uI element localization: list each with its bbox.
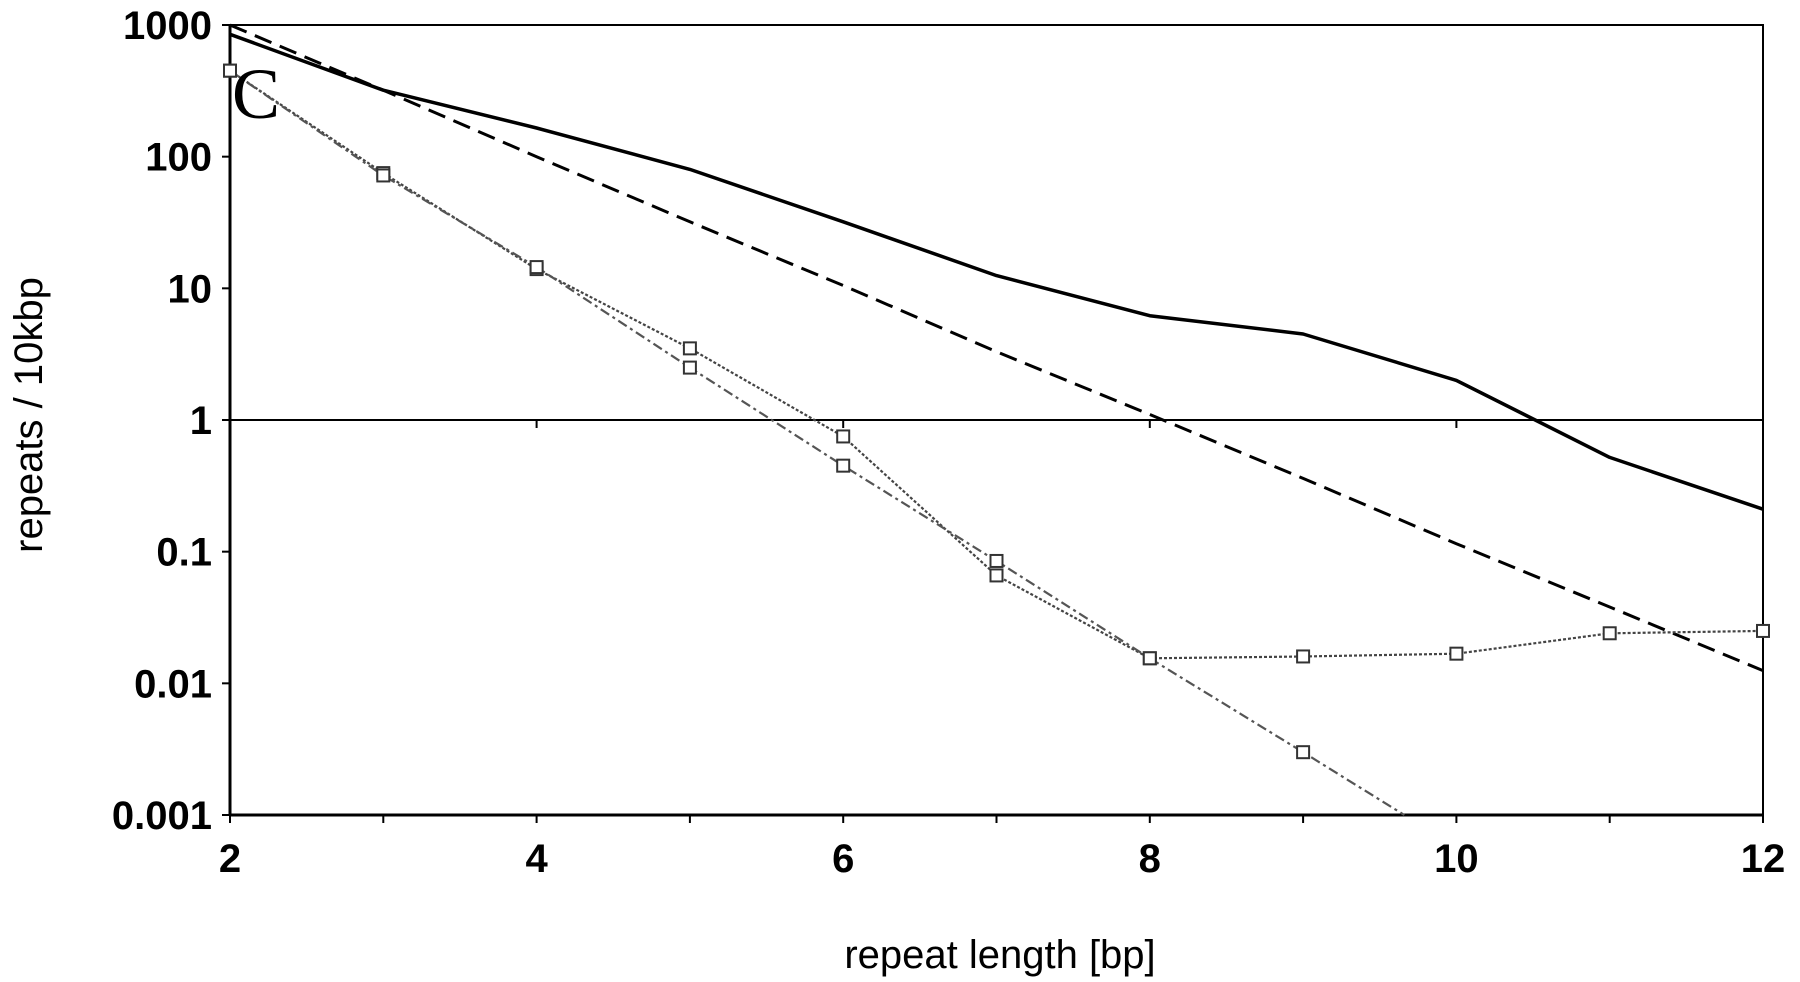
y-tick-label: 0.01 <box>134 662 212 706</box>
data-point <box>1142 651 1157 666</box>
panel-label: C <box>232 54 280 134</box>
data-point <box>682 341 697 356</box>
x-tick-label: 2 <box>219 837 241 881</box>
series-line <box>229 32 1764 511</box>
y-tick-label: 10 <box>168 267 213 311</box>
x-tick-label: 10 <box>1434 837 1479 881</box>
data-point <box>682 360 697 375</box>
series-solid <box>229 32 1764 511</box>
data-point <box>989 568 1004 583</box>
x-axis-title: repeat length [bp] <box>844 933 1155 977</box>
series-line <box>229 23 1764 672</box>
y-tick-label: 1 <box>190 399 212 443</box>
data-point <box>1449 646 1464 661</box>
data-point <box>1296 745 1311 760</box>
y-axis-title: repeats / 10kbp <box>7 277 51 553</box>
data-point <box>1602 626 1617 641</box>
y-tick-label: 1000 <box>123 4 212 48</box>
data-point <box>989 553 1004 568</box>
series-layer <box>223 23 1770 816</box>
y-tick-label: 0.001 <box>112 794 212 838</box>
x-tick-label: 8 <box>1139 837 1161 881</box>
x-tick-label: 12 <box>1741 837 1786 881</box>
data-point <box>223 63 237 78</box>
data-point <box>376 168 391 183</box>
data-point <box>836 429 851 444</box>
x-tick-label: 4 <box>525 837 548 881</box>
data-point <box>529 260 544 275</box>
y-tick-label: 0.1 <box>156 531 212 575</box>
data-point <box>836 458 851 473</box>
y-tick-label: 100 <box>145 136 212 180</box>
data-point <box>1296 649 1311 664</box>
series-dash-dot <box>223 63 1405 816</box>
series-dashed <box>229 23 1764 672</box>
x-tick-label: 6 <box>832 837 854 881</box>
data-point <box>1756 623 1770 638</box>
